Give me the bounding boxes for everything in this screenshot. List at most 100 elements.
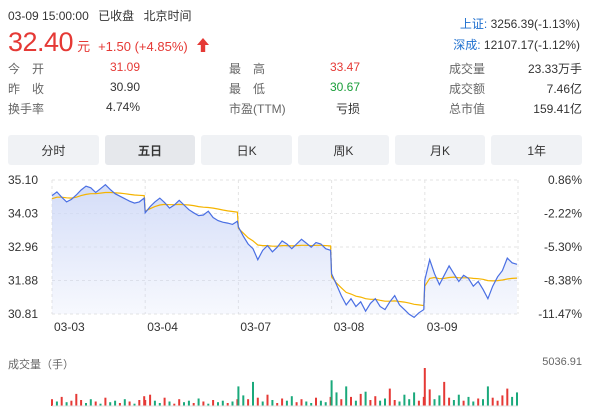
volume-bar	[221, 400, 224, 406]
market-indices: 上证: 3256.39(-1.13%) 深成: 12107.17(-1.12%)	[453, 14, 580, 56]
volume-bar	[472, 401, 475, 406]
index-shanghai[interactable]: 上证: 3256.39(-1.13%)	[453, 14, 580, 35]
index-shenzhen[interactable]: 深成: 12107.17(-1.12%)	[453, 35, 580, 56]
volume-bar	[496, 400, 499, 406]
volume-bar	[89, 399, 92, 406]
tab-daily-k[interactable]: 日K	[201, 135, 293, 165]
stat-value-high: 33.47	[329, 60, 360, 74]
volume-bar	[80, 400, 83, 406]
volume-bar	[60, 396, 63, 406]
volume-bar	[158, 403, 161, 406]
volume-bar	[149, 394, 152, 406]
quote-status-line: 03-09 15:00:00 已收盘 北京时间	[8, 7, 197, 24]
volume-bar	[359, 393, 362, 406]
volume-bar	[118, 403, 121, 406]
volume-bar	[144, 400, 147, 406]
volume-bar	[256, 397, 259, 406]
tab-monthly-k[interactable]: 月K	[394, 135, 486, 165]
stat-value-turnover-amount: 7.46亿	[546, 82, 582, 96]
stat-label-turnover-rate: 换手率	[8, 102, 45, 116]
volume-bar	[393, 400, 396, 406]
volume-bar	[217, 402, 219, 406]
volume-bar	[486, 386, 489, 406]
quote-stats-table: 今 开 31.09 最 高 33.47 成交量 23.33万手 昨 收 30.9…	[8, 60, 582, 120]
volume-bar	[452, 400, 455, 406]
y-tick-pct-label: 0.86%	[548, 173, 582, 187]
volume-bar	[398, 401, 401, 406]
volume-bar	[163, 397, 166, 406]
index-label[interactable]: 深成:	[453, 38, 481, 52]
volume-bar	[51, 399, 53, 406]
volume-bar	[290, 396, 293, 406]
volume-bar	[207, 403, 210, 406]
volume-bar	[506, 388, 509, 406]
volume-bar	[99, 403, 102, 406]
volume-bar	[438, 395, 441, 406]
volume-bar	[226, 403, 229, 406]
y-tick-label: 34.03	[8, 207, 38, 221]
volume-bar	[252, 381, 254, 406]
volume-bar	[114, 400, 117, 406]
volume-bar	[94, 401, 97, 406]
volume-bar	[237, 386, 240, 406]
y-tick-pct-label: -5.30%	[544, 240, 582, 254]
volume-bar	[187, 400, 190, 406]
up-arrow-icon	[196, 38, 209, 52]
volume-bar	[104, 397, 107, 406]
stat-label-prev-close: 昨 收	[8, 82, 45, 96]
volume-bar	[202, 401, 205, 406]
volume-bar	[354, 400, 357, 406]
x-tick-label: 03-09	[427, 320, 458, 334]
volume-bar	[183, 402, 185, 406]
volume-bar	[462, 400, 465, 406]
volume-bar	[231, 401, 234, 406]
volume-bar	[128, 401, 131, 406]
volume-bar	[138, 400, 141, 406]
volume-bar	[305, 401, 308, 406]
volume-bar	[417, 400, 420, 406]
volume-bar	[271, 400, 274, 406]
price-row: 32.40 元 +1.50 (+4.85%)	[8, 27, 210, 57]
volume-bar	[491, 397, 494, 406]
tab-five-day[interactable]: 五日	[104, 135, 196, 165]
volume-bar	[192, 403, 195, 406]
current-price: 32.40	[8, 27, 74, 57]
volume-bar	[247, 399, 250, 406]
volume-bar	[501, 395, 504, 406]
volume-bar	[433, 399, 436, 406]
tab-one-year[interactable]: 1年	[491, 135, 583, 165]
volume-bar	[295, 402, 298, 406]
volume-bar	[123, 399, 126, 406]
x-tick-label: 03-03	[54, 320, 85, 334]
stat-label-market-cap: 总市值	[449, 102, 486, 116]
volume-bar	[261, 401, 264, 406]
volume-bar	[364, 391, 367, 406]
y-tick-pct-label: -11.47%	[538, 307, 582, 321]
stat-value-open: 31.09	[109, 60, 140, 74]
index-value: 3256.39(-1.13%)	[490, 17, 580, 31]
tab-intraday[interactable]: 分时	[8, 135, 99, 165]
volume-bar	[428, 389, 431, 406]
volume-bar	[443, 381, 446, 406]
price-area	[52, 184, 517, 318]
volume-bar	[173, 403, 176, 406]
volume-bar	[477, 398, 480, 406]
stat-value-market-cap: 159.41亿	[533, 102, 582, 116]
volume-bar	[109, 402, 112, 406]
volume-bar	[65, 402, 68, 406]
volume-bar	[350, 396, 352, 406]
price-unit: 元	[77, 39, 91, 54]
volume-bar	[276, 403, 279, 406]
volume-bar	[448, 397, 451, 406]
five-day-price-chart[interactable]: 35.10 0.86% 34.03 -2.22% 32.96 -5.30% 31.88 -8.…	[0, 168, 590, 416]
stat-label-open: 今 开	[8, 62, 45, 76]
volume-bar	[168, 401, 171, 406]
market-status: 已收盘	[98, 9, 135, 23]
volume-bar	[70, 400, 73, 406]
tab-weekly-k[interactable]: 周K	[298, 135, 389, 165]
volume-bar	[197, 398, 200, 406]
index-label[interactable]: 上证:	[459, 17, 488, 31]
volume-bar	[345, 386, 348, 406]
timezone-label: 北京时间	[143, 9, 192, 23]
volume-bar	[55, 401, 58, 406]
